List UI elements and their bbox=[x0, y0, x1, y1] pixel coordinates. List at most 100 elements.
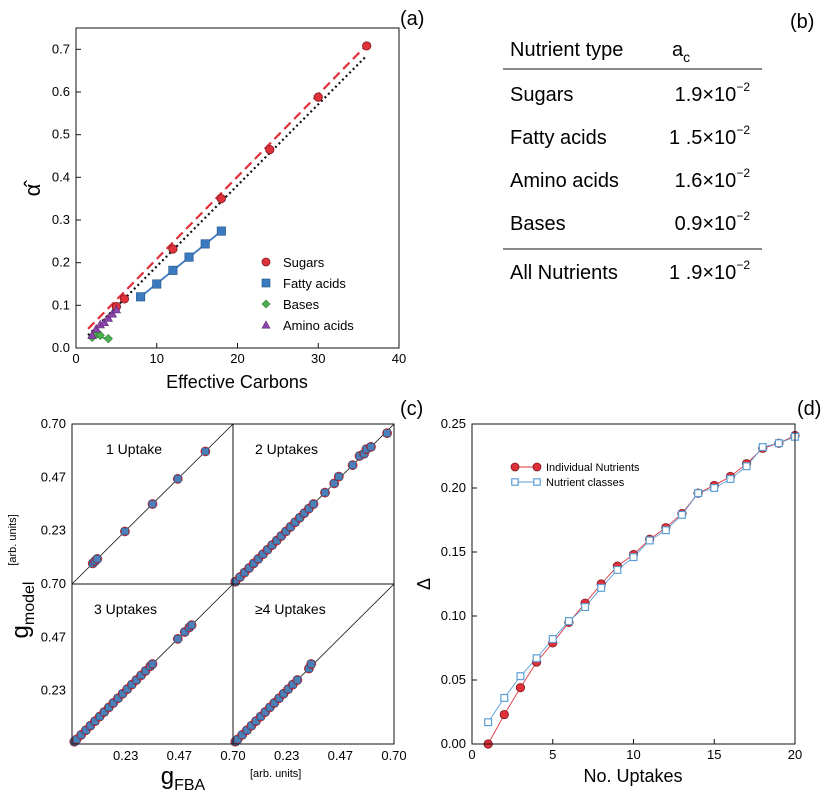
x-tick-label: 10 bbox=[626, 747, 640, 762]
data-point-class bbox=[148, 500, 157, 508]
table-row-value-base: 1.9×10 bbox=[675, 84, 737, 106]
fit-line-dashed bbox=[87, 44, 368, 330]
panel-a-scatter-chart: (a) 0 10 20 30 40 0.0 0.1 0.2 0.3 0.4 0.5 0.6 0.7 Ef… bbox=[20, 8, 424, 392]
legend-marker-sugars bbox=[261, 257, 271, 267]
data-point-nutrient-classes bbox=[677, 510, 686, 519]
x-tick-label: 0.23 bbox=[113, 748, 138, 763]
data-point-fatty-acids bbox=[200, 239, 210, 249]
x-tick-label: 0 bbox=[468, 747, 475, 762]
table-total-value-exponent: −2 bbox=[736, 258, 750, 272]
x-tick-label: 40 bbox=[392, 351, 406, 366]
panel-c-y-axis-unit: [arb. units] bbox=[7, 514, 19, 565]
fit-line-dotted bbox=[87, 54, 368, 336]
table-row-value-base: 1 .5×10 bbox=[669, 127, 736, 149]
y-tick-label: 0.23 bbox=[41, 683, 66, 698]
legend-label: Fatty acids bbox=[283, 276, 346, 291]
legend-label: Nutrient classes bbox=[546, 477, 625, 489]
data-point-sugars bbox=[265, 145, 275, 155]
x-tick-label: 20 bbox=[230, 351, 244, 366]
data-point-sugars bbox=[313, 92, 323, 102]
x-tick-label: 15 bbox=[707, 747, 721, 762]
table-header-ac-subscript: c bbox=[683, 49, 690, 65]
data-point-sugars bbox=[168, 244, 178, 254]
data-point-bases bbox=[95, 330, 105, 340]
x-tick-label: 30 bbox=[311, 351, 325, 366]
table-total-value: 1 .9×10−2 bbox=[669, 258, 750, 284]
data-point-nutrient-classes bbox=[532, 654, 541, 663]
legend-label: Sugars bbox=[283, 255, 325, 270]
data-point-nutrient-classes bbox=[758, 443, 767, 452]
data-point-sugars bbox=[119, 294, 130, 304]
y-tick-label: 0.47 bbox=[41, 629, 66, 644]
data-point-nutrient-classes bbox=[694, 489, 703, 498]
table-row-name: Amino acids bbox=[510, 170, 619, 192]
panel-d-legend: Individual Nutrients Nutrient classes bbox=[510, 462, 640, 489]
subplot-3: 3 Uptakes bbox=[69, 583, 234, 747]
legend-marker-amino-acids bbox=[261, 320, 271, 329]
data-point-class bbox=[293, 676, 302, 684]
data-point-class bbox=[307, 660, 315, 668]
data-point-class bbox=[383, 429, 391, 437]
subplot-title: ≥4 Uptakes bbox=[255, 601, 326, 617]
panel-a-axis-ticks: 0 10 20 30 40 0.0 0.1 0.2 0.3 0.4 0.5 0.6 0.7 bbox=[52, 41, 406, 366]
y-tick-label: 0.20 bbox=[441, 480, 466, 495]
y-tick-label: 0.3 bbox=[52, 212, 70, 227]
data-point-nutrient-classes bbox=[726, 475, 735, 484]
x-tick-label: 0.70 bbox=[381, 748, 406, 763]
y-tick-label: 0.70 bbox=[41, 576, 66, 591]
y-tick-label: 0.4 bbox=[52, 169, 70, 184]
table-header-ac-base: a bbox=[672, 39, 684, 61]
panel-c-label: (c) bbox=[400, 398, 423, 420]
table-row-value-exponent: −2 bbox=[736, 123, 750, 137]
legend-label: Amino acids bbox=[283, 318, 354, 333]
panel-d-data-points bbox=[483, 430, 800, 749]
panel-a-y-axis-label: α̂ bbox=[20, 180, 45, 197]
data-point-nutrient-classes bbox=[613, 565, 622, 574]
subplot-title: 3 Uptakes bbox=[94, 601, 157, 617]
panel-d-y-axis-label: Δ bbox=[414, 578, 434, 590]
panel-c-x-axis-unit: [arb. units] bbox=[250, 768, 301, 780]
panel-d-line-chart: (d) 0 5 10 15 20 0.00 0.05 0.10 0.15 0.20 0.25 No.… bbox=[414, 398, 821, 786]
y-tick-label: 0.05 bbox=[441, 672, 466, 687]
data-point-sugars bbox=[216, 194, 226, 204]
table-row-value: 1.6×10−2 bbox=[675, 166, 751, 192]
subplot-title: 1 Uptake bbox=[106, 441, 162, 457]
data-point-class bbox=[330, 479, 338, 488]
table-row-name: Fatty acids bbox=[510, 127, 607, 149]
data-point-class bbox=[367, 443, 375, 451]
panel-a-legend: Sugars Fatty acids Bases Amino acids bbox=[261, 255, 354, 333]
x-tick-label: 0 bbox=[72, 351, 79, 366]
data-point-fatty-acids bbox=[168, 265, 178, 275]
data-point-nutrient-classes bbox=[564, 617, 573, 626]
y-tick-label: 0.15 bbox=[441, 544, 466, 559]
panel-c-x-axis-label: gFBA bbox=[161, 763, 206, 794]
y-tick-label: 0.1 bbox=[52, 297, 70, 312]
data-point-nutrient-classes bbox=[500, 693, 509, 702]
svg-text:gmodel: gmodel bbox=[7, 582, 38, 639]
legend-label: Bases bbox=[283, 297, 320, 312]
data-point-class bbox=[121, 527, 129, 536]
x-tick-label: 0.47 bbox=[328, 748, 353, 763]
legend-marker bbox=[532, 462, 542, 472]
y-tick-label: 0.70 bbox=[41, 416, 66, 431]
panel-a-fit-lines bbox=[87, 44, 368, 340]
x-tick-label: 5 bbox=[549, 747, 556, 762]
data-point-bases bbox=[103, 333, 113, 344]
data-point-nutrient-classes bbox=[484, 718, 493, 727]
data-point-nutrient-classes bbox=[742, 462, 751, 471]
data-point-amino-acids bbox=[91, 323, 101, 333]
data-point-nutrient-classes bbox=[581, 603, 590, 612]
data-point-amino-acids bbox=[111, 304, 122, 314]
table-total-name: All Nutrients bbox=[510, 262, 618, 284]
table-row-value: 1 .5×10−2 bbox=[669, 123, 750, 149]
y-tick-label: 0.6 bbox=[52, 84, 70, 99]
data-point-nutrient-classes bbox=[516, 672, 525, 681]
table-row-value-base: 1.6×10 bbox=[675, 170, 737, 192]
table-total-row: All Nutrients 1 .9×10−2 bbox=[510, 258, 750, 284]
data-point-individual-nutrients bbox=[499, 709, 509, 720]
legend-marker-fatty-acids bbox=[261, 278, 271, 288]
legend-marker bbox=[510, 462, 520, 472]
y-tick-label: 0.00 bbox=[441, 736, 466, 751]
x-tick-label: 0.47 bbox=[167, 748, 192, 763]
